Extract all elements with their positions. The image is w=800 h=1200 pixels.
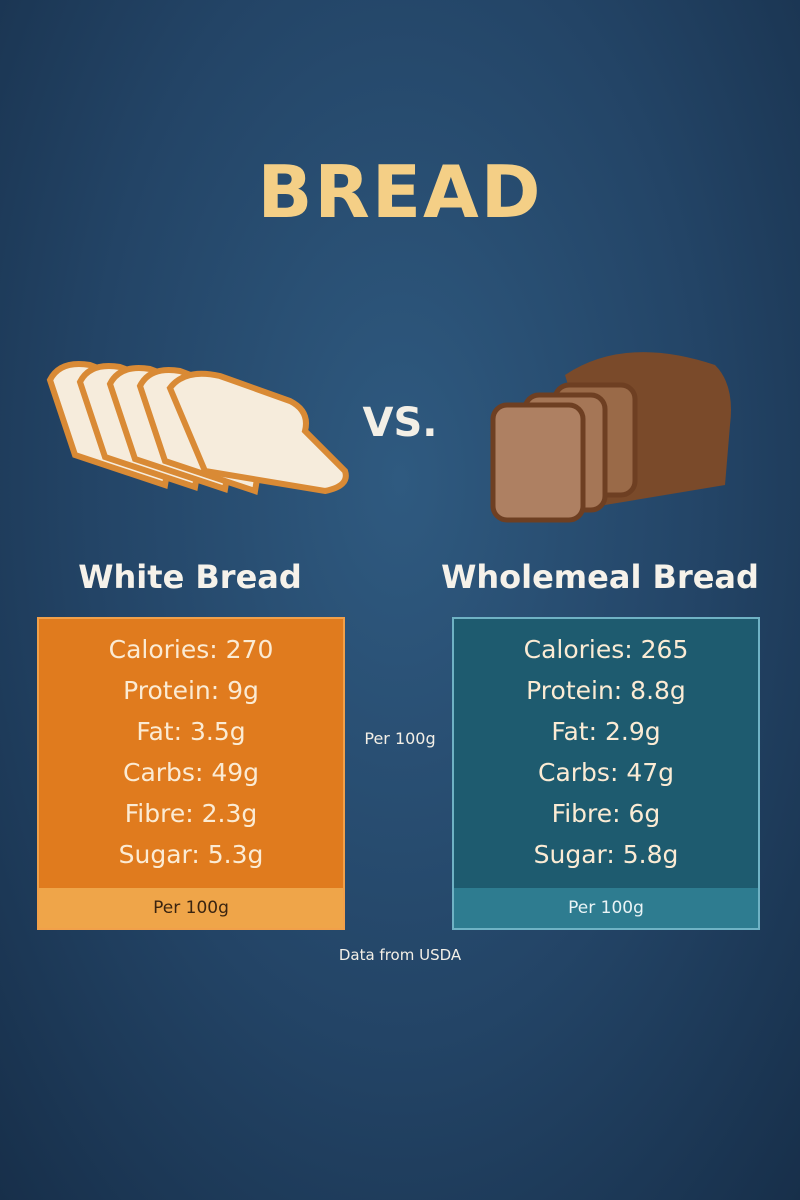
nutrition-row: Calories: 270 [108, 635, 274, 664]
nutrition-box: Calories: 270 Protein: 9g Fat: 3.5g Carbs: … [37, 617, 345, 930]
nutrition-row: Fat: 3.5g [136, 717, 246, 746]
box-footer: Per 100g [39, 888, 343, 928]
nutrition-row: Fibre: 6g [551, 799, 661, 828]
nutrition-box: Calories: 265 Protein: 8.8g Fat: 2.9g Carbs… [452, 617, 760, 930]
nutrition-row: Fibre: 2.3g [124, 799, 258, 828]
nutrition-row: Protein: 8.8g [526, 676, 686, 705]
wholemeal-bread-image [490, 352, 731, 523]
title: BREAD [257, 150, 543, 234]
white-bread-image [46, 361, 349, 495]
middle-note: Per 100g [364, 729, 436, 748]
nutrition-row: Carbs: 49g [123, 758, 259, 787]
nutrition-row: Carbs: 47g [538, 758, 674, 787]
nutrition-row: Sugar: 5.8g [533, 840, 679, 869]
column-name: Wholemeal Bread [441, 558, 759, 596]
nutrition-row: Calories: 265 [523, 635, 689, 664]
versus: VS. [362, 400, 438, 446]
column-name: White Bread [78, 558, 302, 596]
source: Data from USDA [338, 946, 462, 964]
nutrition-row: Fat: 2.9g [551, 717, 661, 746]
nutrition-row: Protein: 9g [123, 676, 259, 705]
nutrition-row: Sugar: 5.3g [118, 840, 264, 869]
box-footer: Per 100g [454, 888, 758, 928]
